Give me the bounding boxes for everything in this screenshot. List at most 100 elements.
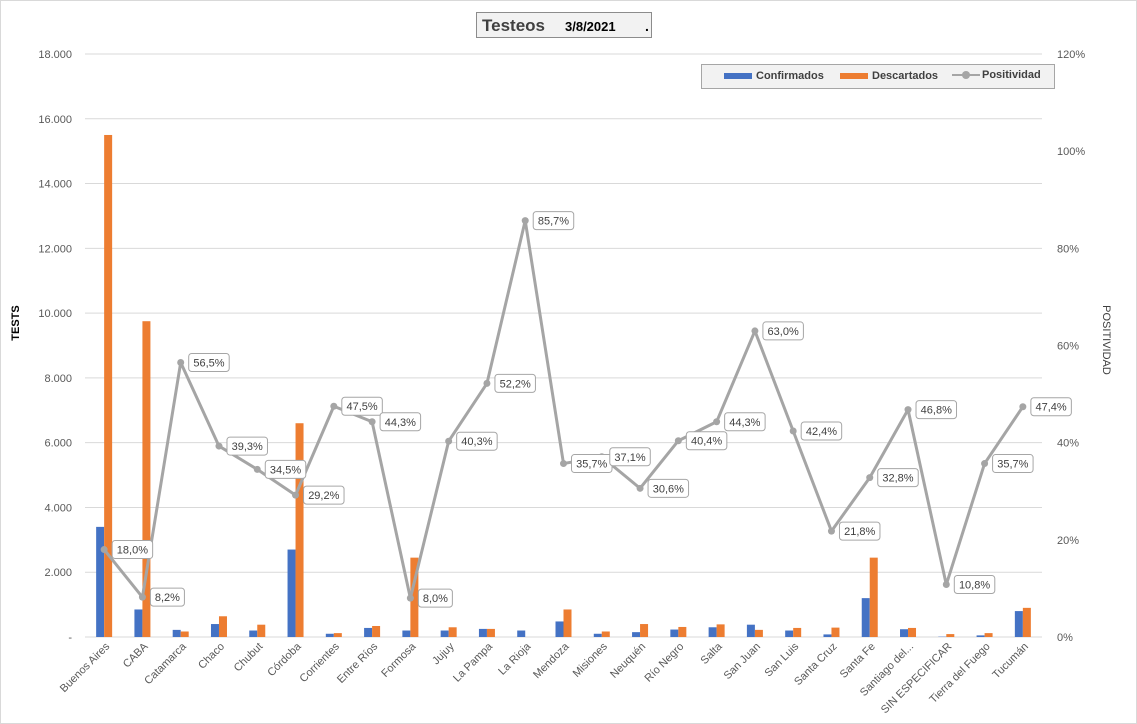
y2-tick-label: 120% (1057, 49, 1085, 61)
x-tick-label: Jujuy (430, 640, 457, 667)
data-label-box (838, 521, 881, 541)
point-positividad (981, 460, 989, 468)
line-positividad (102, 219, 1025, 600)
legend-swatch-positividad (952, 69, 980, 81)
bar-descartados (486, 628, 495, 637)
chart-title-box: Testeos 3/8/2021 . (476, 12, 652, 38)
bar-confirmados (708, 627, 717, 637)
bar-confirmados (823, 634, 832, 637)
chart-title-suffix: . (645, 18, 649, 34)
data-label-box (609, 447, 651, 467)
bar-confirmados (632, 632, 641, 637)
x-tick-label: SIN ESPECIFICAR (879, 641, 955, 717)
data-label-box (341, 396, 383, 416)
data-label: 34,5% (270, 464, 301, 476)
data-label: 10,8% (959, 580, 990, 592)
y-tick-label: 12.000 (38, 243, 72, 255)
point-positividad (789, 427, 797, 435)
bar-confirmados (325, 633, 334, 637)
data-label: 63,0% (768, 326, 799, 338)
x-tick-label: La Pampa (451, 640, 496, 685)
bar-confirmados (172, 629, 181, 637)
point-positividad (636, 484, 644, 492)
y-tick-label: 16.000 (38, 114, 72, 126)
x-tick-label: Buenos Aires (58, 640, 113, 695)
y-tick-label: 18.000 (38, 49, 72, 61)
data-label-box (953, 575, 996, 595)
y2-tick-label: 80% (1057, 243, 1079, 255)
data-label-box (111, 540, 154, 560)
data-label: 85,7% (538, 216, 569, 228)
data-label: 32,8% (882, 473, 913, 485)
data-label: 35,7% (576, 459, 607, 471)
bar-descartados (716, 624, 725, 637)
bar-descartados (601, 631, 610, 637)
data-label: 8,0% (423, 593, 448, 605)
data-label-box (647, 478, 690, 498)
legend-swatch-confirmados (724, 73, 752, 79)
data-label-box (724, 412, 766, 432)
x-tick-label: Salta (699, 640, 726, 667)
data-label-box (494, 373, 536, 393)
bar-descartados (831, 627, 840, 637)
y2-tick-label: 100% (1057, 146, 1085, 158)
x-tick-label: Formosa (379, 640, 419, 680)
point-positividad (292, 491, 300, 499)
bar-descartados (295, 423, 304, 637)
bar-descartados (218, 616, 227, 637)
bar-confirmados (249, 630, 258, 637)
bar-descartados (793, 627, 802, 637)
bar-confirmados (1014, 611, 1023, 637)
bar-confirmados (861, 598, 870, 637)
point-positividad (215, 442, 223, 450)
bar-descartados (984, 633, 993, 637)
x-tick-label: CABA (121, 640, 151, 670)
x-tick-label: Neuquén (608, 641, 648, 681)
y2-tick-label: 40% (1057, 438, 1079, 450)
x-tick-label: Santa Fe (838, 641, 878, 681)
legend-label-descartados: Descartados (872, 70, 939, 82)
data-label: 42,4% (806, 426, 837, 438)
bar-descartados (869, 557, 878, 637)
data-label: 44,3% (385, 417, 416, 429)
bar-confirmados (96, 526, 105, 637)
data-label: 46,8% (921, 405, 952, 417)
data-label: 21,8% (844, 526, 875, 538)
bar-confirmados (517, 630, 526, 637)
data-label: 52,2% (500, 378, 531, 390)
bar-confirmados (134, 609, 143, 637)
data-label: 35,7% (997, 459, 1028, 471)
point-positividad (253, 465, 261, 473)
y2-tick-label: 0% (1057, 632, 1073, 644)
x-tick-label: Mendoza (531, 640, 572, 681)
bar-descartados (754, 629, 763, 637)
legend-item-positividad: Positividad (952, 69, 1041, 81)
legend-item-descartados: Descartados (840, 70, 938, 82)
point-positividad (751, 327, 759, 335)
data-label: 39,3% (232, 441, 263, 453)
data-label-box (188, 353, 230, 373)
data-label-box (800, 421, 843, 441)
x-tick-label: Catamarca (142, 640, 189, 687)
bar-confirmados (746, 624, 755, 637)
bar-descartados (448, 627, 457, 637)
point-positividad (483, 379, 491, 387)
legend-swatch-descartados (840, 73, 868, 79)
data-label: 40,4% (691, 436, 722, 448)
y-tick-label: 14.000 (38, 179, 72, 191)
point-positividad (521, 217, 529, 225)
data-label-box (762, 321, 804, 341)
y2-tick-label: 60% (1057, 341, 1079, 353)
bar-descartados (410, 557, 419, 637)
bar-descartados (142, 321, 151, 637)
data-label: 18,0% (117, 545, 148, 557)
data-label-box (532, 211, 575, 231)
bar-confirmados (364, 627, 373, 637)
chart-title: Testeos (482, 16, 545, 35)
legend-label-confirmados: Confirmados (756, 70, 824, 82)
legend-label-positividad: Positividad (982, 69, 1041, 81)
bar-descartados (372, 625, 381, 637)
x-tick-label: Chubut (232, 641, 266, 675)
point-positividad (674, 437, 682, 445)
